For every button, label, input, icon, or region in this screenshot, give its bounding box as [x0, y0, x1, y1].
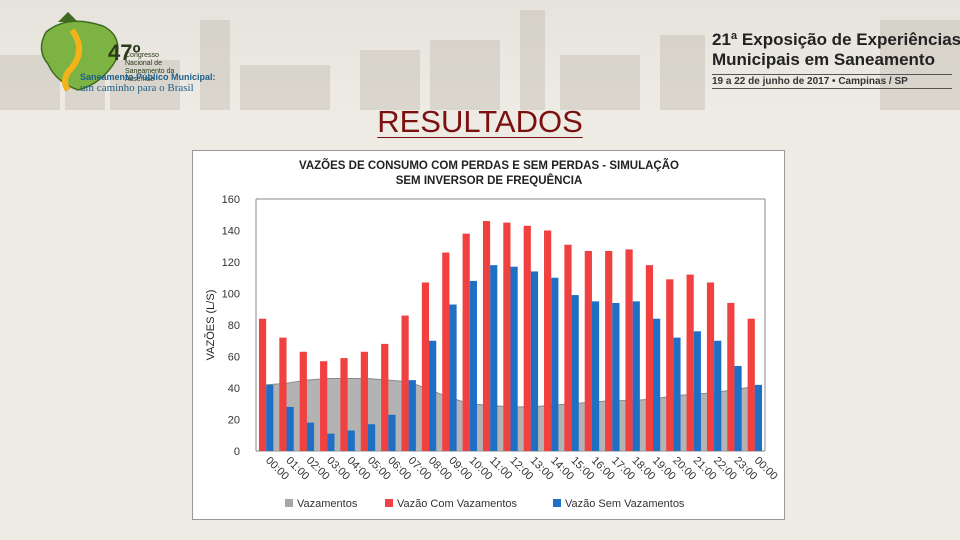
bar-sem-vazamentos: [367, 424, 376, 451]
legend-swatch: [385, 499, 393, 507]
y-tick-label: 120: [222, 257, 240, 269]
y-axis-label: VAZÕES (L/S): [204, 290, 217, 361]
bar-sem-vazamentos: [754, 384, 763, 451]
bar-com-vazamentos: [320, 361, 328, 451]
plot-area: 02040608010012014016000:0001:0002:0003:0…: [222, 194, 780, 483]
logo-tagline-1: Saneamento Público Municipal:: [80, 72, 216, 82]
congress-logo: [28, 12, 198, 92]
bar-sem-vazamentos: [490, 265, 498, 451]
legend-label: Vazamentos: [297, 498, 358, 510]
y-tick-label: 20: [228, 415, 240, 427]
event-title-block: 21ª Exposição de Experiências Municipais…: [712, 30, 960, 89]
event-title-line-1: 21ª Exposição de Experiências: [712, 30, 960, 49]
bar-sem-vazamentos: [653, 318, 661, 451]
bar-com-vazamentos: [503, 222, 511, 451]
slide-header: 47º Congresso Nacional de Saneamento da …: [0, 0, 960, 110]
bar-sem-vazamentos: [327, 433, 335, 451]
bar-com-vazamentos: [258, 318, 267, 451]
bar-com-vazamentos: [482, 221, 491, 451]
logo-tagline-2: um caminho para o Brasil: [80, 82, 194, 94]
bar-sem-vazamentos: [449, 304, 457, 451]
bar-com-vazamentos: [584, 250, 592, 451]
bar-com-vazamentos: [340, 358, 348, 451]
event-date: 19 a 22 de junho de 2017 • Campinas / SP: [712, 74, 952, 89]
bar-com-vazamentos: [279, 337, 287, 451]
bar-com-vazamentos: [401, 315, 409, 451]
bar-sem-vazamentos: [286, 406, 294, 451]
bar-com-vazamentos: [462, 233, 470, 451]
flow-chart: VAZÕES DE CONSUMO COM PERDAS E SEM PERDA…: [204, 159, 780, 510]
logo-number: 47º: [108, 40, 141, 65]
bar-sem-vazamentos: [388, 414, 396, 451]
y-tick-label: 40: [228, 383, 240, 395]
bar-sem-vazamentos: [612, 302, 620, 451]
legend-swatch: [553, 499, 561, 507]
bar-sem-vazamentos: [347, 430, 355, 451]
bar-com-vazamentos: [727, 302, 735, 451]
chart-title-line-2: SEM INVERSOR DE FREQUÊNCIA: [396, 174, 583, 187]
bar-sem-vazamentos: [734, 365, 742, 451]
chart-container: VAZÕES DE CONSUMO COM PERDAS E SEM PERDA…: [192, 150, 785, 520]
y-tick-label: 100: [222, 289, 240, 301]
chart-title-line-1: VAZÕES DE CONSUMO COM PERDAS E SEM PERDA…: [299, 159, 679, 172]
bar-sem-vazamentos: [530, 271, 539, 451]
bar-sem-vazamentos: [429, 340, 437, 451]
legend-swatch: [285, 499, 293, 507]
bar-sem-vazamentos: [693, 331, 701, 451]
bar-sem-vazamentos: [510, 266, 518, 451]
x-tick-label: 00:00: [752, 455, 780, 483]
brazil-map-icon: [40, 12, 119, 92]
bar-com-vazamentos: [544, 230, 552, 451]
bar-sem-vazamentos: [551, 277, 559, 451]
bar-sem-vazamentos: [306, 422, 315, 451]
bar-sem-vazamentos: [469, 280, 477, 451]
x-tick-label: 11:00: [487, 455, 514, 482]
y-tick-label: 140: [222, 226, 240, 238]
bar-com-vazamentos: [299, 351, 307, 451]
y-tick-label: 80: [228, 320, 240, 332]
event-title-line-2: Municipais em Saneamento: [712, 50, 935, 69]
bar-com-vazamentos: [523, 225, 531, 451]
bar-com-vazamentos: [605, 250, 613, 451]
bar-sem-vazamentos: [266, 384, 274, 451]
legend-label: Vazão Com Vazamentos: [397, 498, 518, 510]
bar-sem-vazamentos: [714, 340, 722, 451]
slide-title: RESULTADOS: [377, 104, 583, 139]
bar-sem-vazamentos: [632, 301, 640, 451]
bar-com-vazamentos: [564, 244, 572, 451]
bar-com-vazamentos: [747, 318, 755, 451]
bar-com-vazamentos: [686, 274, 694, 451]
bar-sem-vazamentos: [408, 380, 416, 451]
bar-com-vazamentos: [625, 249, 633, 451]
bar-com-vazamentos: [706, 282, 715, 451]
bar-com-vazamentos: [442, 252, 450, 451]
chart-legend: Vazamentos Vazão Com Vazamentos Vazão Sem …: [285, 498, 685, 510]
bar-sem-vazamentos: [571, 295, 579, 451]
y-tick-label: 60: [228, 352, 240, 364]
logo-subtitle: Congresso Nacional de Saneamento da Asse…: [125, 52, 175, 83]
bar-com-vazamentos: [360, 351, 368, 451]
bar-com-vazamentos: [381, 343, 389, 451]
legend-label: Vazão Sem Vazamentos: [565, 498, 685, 510]
bar-com-vazamentos: [666, 279, 674, 451]
bar-sem-vazamentos: [673, 337, 681, 451]
bar-sem-vazamentos: [591, 301, 600, 451]
y-tick-label: 160: [222, 194, 240, 206]
bar-com-vazamentos: [645, 265, 654, 451]
bar-com-vazamentos: [421, 282, 430, 451]
y-tick-label: 0: [234, 446, 240, 458]
